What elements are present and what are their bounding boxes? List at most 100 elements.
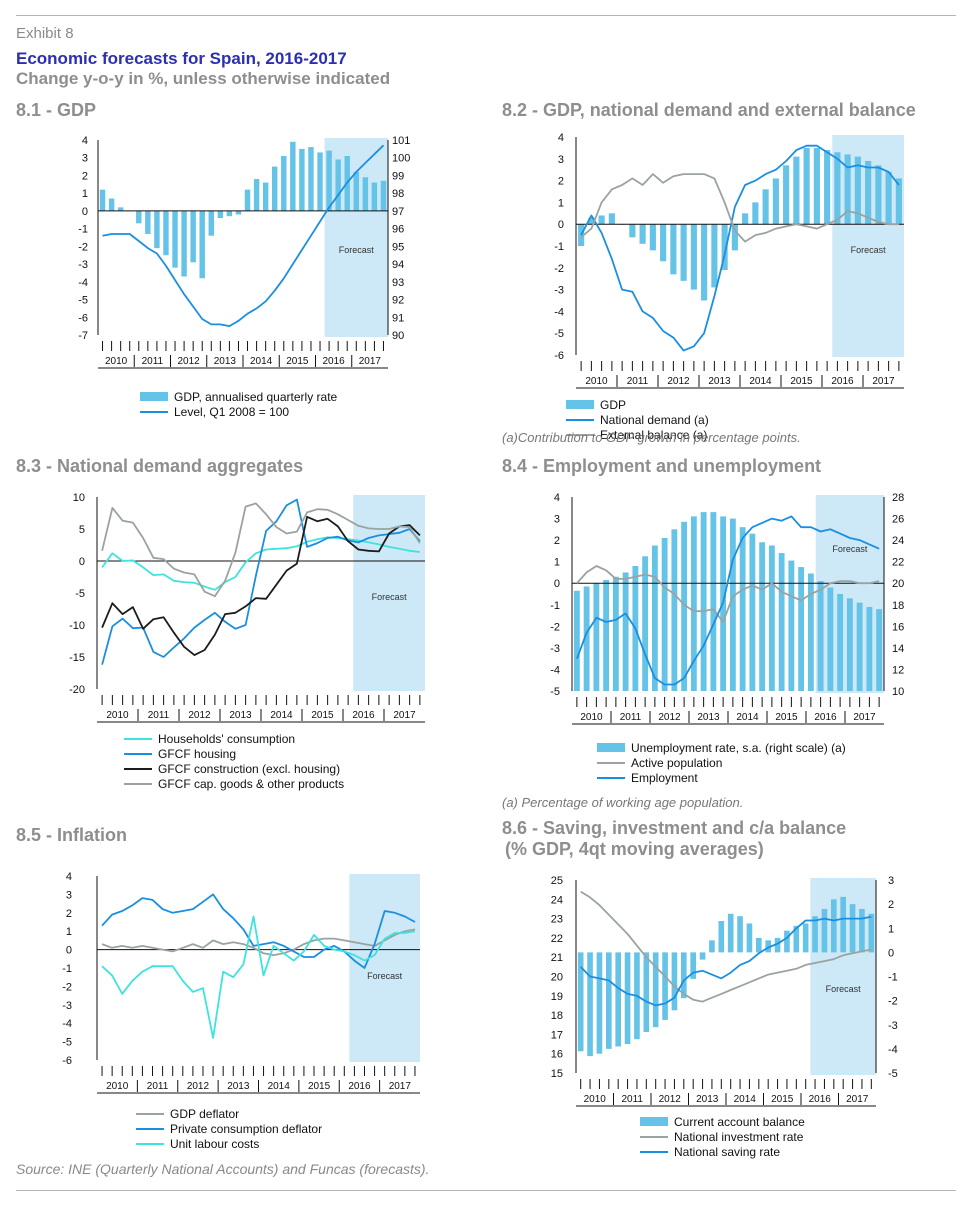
y-tick-label: 4 xyxy=(558,132,564,144)
bar xyxy=(281,155,287,211)
x-year-label: 2017 xyxy=(359,356,382,367)
legend-item: Employment xyxy=(597,770,897,785)
bar xyxy=(117,207,124,211)
y-right-tick-label: 91 xyxy=(392,312,404,324)
bar xyxy=(335,159,341,211)
y-right-tick-label: 14 xyxy=(892,643,904,655)
y-tick-label: 21 xyxy=(551,952,563,964)
legend-item: External balance (a) xyxy=(566,427,926,442)
bar xyxy=(649,224,656,251)
bar xyxy=(813,147,820,225)
legend-line-swatch xyxy=(136,1127,164,1130)
x-year-label: 2013 xyxy=(697,712,720,723)
bar xyxy=(840,896,846,953)
y-tick-label: -5 xyxy=(554,328,564,340)
y-right-tick-label: 26 xyxy=(892,514,904,526)
forecast-area xyxy=(324,138,388,337)
legend-line-swatch xyxy=(136,1142,164,1145)
bar xyxy=(768,545,775,691)
bar xyxy=(690,952,696,979)
bar xyxy=(598,215,605,225)
bar xyxy=(145,210,151,234)
y-right-tick-label: 101 xyxy=(392,135,410,147)
x-year-label: 2010 xyxy=(585,376,608,387)
legend-item: National investment rate xyxy=(640,1129,900,1144)
x-year-label: 2016 xyxy=(348,1081,371,1092)
legend-label: GDP xyxy=(600,397,627,412)
series-line xyxy=(580,144,900,352)
x-year-label: 2016 xyxy=(814,712,837,723)
panel-title-inflation: 8.5 - Inflation xyxy=(16,825,128,845)
x-year-label: 2014 xyxy=(749,376,772,387)
bar xyxy=(731,224,738,251)
legend-label: Unit labour costs xyxy=(170,1136,260,1151)
forecast-label: Forecast xyxy=(851,245,887,255)
x-year-label: 2015 xyxy=(286,356,309,367)
legend-item: GFCF cap. goods & other products xyxy=(124,776,404,791)
x-year-label: 2010 xyxy=(105,356,128,367)
y-right-tick-label: 99 xyxy=(392,170,404,182)
bar xyxy=(710,512,717,691)
bar xyxy=(827,587,834,691)
y-tick-label: 17 xyxy=(551,1029,563,1041)
bar xyxy=(739,527,746,691)
y-tick-label: -1 xyxy=(550,600,560,612)
panel-title-saving: 8.6 - Saving, investment and c/a balance xyxy=(502,818,847,838)
y-tick-label: -4 xyxy=(554,306,564,318)
bar xyxy=(793,156,800,225)
y-right-tick-label: 28 xyxy=(892,492,904,504)
y-right-tick-label: 20 xyxy=(892,578,904,590)
bar xyxy=(854,156,861,225)
y-tick-label: 25 xyxy=(551,875,563,887)
legend-label: Private consumption deflator xyxy=(170,1121,323,1136)
x-year-label: 2012 xyxy=(188,710,211,721)
legend-label: GFCF cap. goods & other products xyxy=(158,776,345,791)
inflation-chart: Forecast 4 3 2 1 0 -1 -2 -3 -4 -5 -6 2010 2011 2012 201… xyxy=(62,871,420,1094)
legend-line-swatch xyxy=(124,782,152,785)
y-tick-label: -2 xyxy=(78,241,88,253)
bar xyxy=(837,594,844,691)
legend-line-swatch xyxy=(597,761,625,764)
bar xyxy=(831,899,837,953)
x-year-label: 2016 xyxy=(809,1094,832,1105)
y-tick-label: 0 xyxy=(79,556,85,568)
y-right-tick-label: 22 xyxy=(892,557,904,569)
y-right-tick-label: 96 xyxy=(392,224,404,236)
bar xyxy=(803,147,810,225)
legend-label: Unemployment rate, s.a. (right scale) (a… xyxy=(631,740,846,755)
forecast-label: Forecast xyxy=(826,984,862,994)
legend-line-swatch xyxy=(566,433,594,436)
bar xyxy=(612,576,619,691)
y-right-tick-label: 2 xyxy=(888,899,894,911)
bar xyxy=(671,952,678,1011)
saving-legend: Current account balance National investme… xyxy=(640,1114,900,1159)
y-right-tick-label: 3 xyxy=(888,875,894,887)
bar xyxy=(639,224,646,244)
y-tick-label: -20 xyxy=(69,684,85,696)
y-tick-label: 3 xyxy=(82,153,88,165)
legend-item: National saving rate xyxy=(640,1144,900,1159)
legend-line-swatch xyxy=(124,737,152,740)
y-tick-label: -7 xyxy=(78,330,88,342)
bar xyxy=(272,166,278,211)
legend-line-swatch xyxy=(140,410,168,413)
series-line xyxy=(576,565,880,623)
y-right-tick-label: -5 xyxy=(888,1068,898,1080)
series-line xyxy=(580,173,899,243)
bar xyxy=(876,609,883,691)
bar xyxy=(846,598,853,691)
bar xyxy=(711,224,718,288)
x-year-label: 2014 xyxy=(736,712,759,723)
forecast-label: Forecast xyxy=(339,245,375,255)
bar xyxy=(661,537,668,691)
legend-label: Level, Q1 2008 = 100 xyxy=(174,404,290,419)
x-year-label: 2012 xyxy=(187,1081,210,1092)
y-tick-label: -5 xyxy=(62,1037,72,1049)
bar xyxy=(756,937,762,953)
bar xyxy=(662,952,668,1020)
bar xyxy=(190,210,196,263)
bar xyxy=(737,916,743,953)
employment-note: (a) Percentage of working age population… xyxy=(502,795,744,810)
y-right-tick-label: 90 xyxy=(392,330,404,342)
x-year-label: 2016 xyxy=(831,376,854,387)
